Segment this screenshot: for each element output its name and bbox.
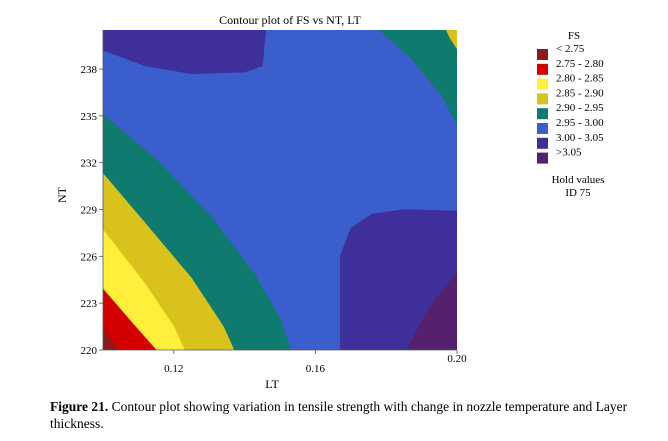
legend-label: 2.95 - 3.00 (556, 117, 604, 129)
contour-chart: Contour plot of FS vs NT, LT 0.12 0.16 0.2… (55, 13, 605, 391)
x-tick-label: 0.12 (164, 363, 183, 375)
x-tick-label: 0.20 (447, 353, 467, 365)
figure-label: Figure 21. (50, 399, 109, 414)
legend-label: < 2.75 (556, 43, 585, 55)
legend-swatch (537, 49, 548, 60)
contour-region-3 (378, 30, 457, 126)
legend-title: FS (568, 30, 580, 42)
legend-label: 2.90 - 2.95 (556, 102, 604, 114)
x-tick-label: 0.16 (306, 363, 326, 375)
legend-swatch (537, 137, 548, 149)
contour-region-4 (446, 30, 457, 50)
legend-label: 3.00 - 3.05 (556, 132, 604, 144)
contour-region-6 (407, 273, 457, 350)
legend-swatch (537, 123, 548, 134)
legend-swatch (537, 108, 548, 120)
legend-swatch (537, 78, 548, 90)
chart-title: Contour plot of FS vs NT, LT (219, 13, 361, 27)
plot-area (103, 30, 457, 350)
legend-label: 2.80 - 2.85 (556, 73, 604, 85)
hold-values-title: Hold values (552, 174, 605, 186)
y-tick-label: 238 (81, 64, 98, 76)
legend-label: >3.05 (556, 147, 582, 159)
caption-text: Contour plot showing variation in tensil… (50, 399, 628, 431)
contour-region-2 (103, 30, 267, 75)
legend-label: 2.85 - 2.90 (556, 87, 604, 99)
y-tick-label: 229 (81, 205, 98, 217)
x-axis: 0.12 0.16 0.20 (103, 349, 467, 375)
y-tick-label: 226 (81, 251, 98, 263)
x-axis-label: LT (265, 377, 279, 391)
legend-swatch (537, 63, 548, 75)
contour-region-11 (103, 327, 118, 350)
y-axis-label: NT (55, 186, 69, 203)
contour-region-10 (103, 288, 157, 350)
y-tick-label: 232 (81, 158, 98, 170)
y-tick-label: 223 (81, 298, 98, 310)
y-axis: 220 223 226 229 232 235 238 (81, 30, 104, 357)
legend: FS < 2.75 2.75 - 2.80 2.80 - 2.85 2.85 - 2.… (537, 30, 604, 164)
legend-swatch (537, 152, 548, 164)
legend-swatch (537, 93, 548, 105)
y-tick-label: 235 (81, 111, 98, 123)
legend-label: 2.75 - 2.80 (556, 58, 604, 70)
hold-values-value: ID 75 (565, 187, 591, 199)
figure-caption: Figure 21. Contour plot showing variatio… (50, 398, 660, 432)
y-tick-label: 220 (81, 345, 98, 357)
